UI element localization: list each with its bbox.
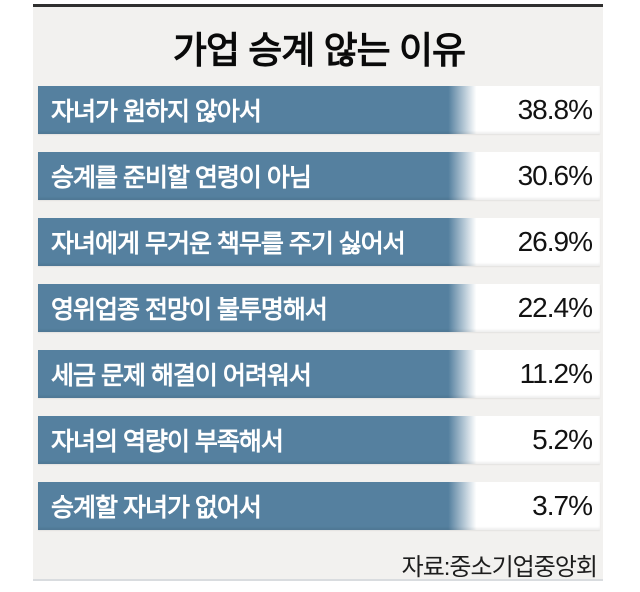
source-credit: 자료:중소기업중앙회 xyxy=(401,554,598,581)
bar-label: 세금 문제 해결이 어려워서 xyxy=(51,362,312,390)
bar-label: 자녀에게 무거운 책무를 주기 싫어서 xyxy=(51,230,406,258)
bar-row: 자녀에게 무거운 책무를 주기 싫어서 26.9% xyxy=(38,218,600,266)
bar-row: 자녀가 원하지 않아서 38.8% xyxy=(38,86,600,134)
bar-row: 자녀의 역량이 부족해서 5.2% xyxy=(38,416,600,464)
bar-row: 승계를 준비할 연령이 아님 30.6% xyxy=(38,152,600,200)
bar-value: 26.9% xyxy=(517,226,593,257)
bar-row: 승계할 자녀가 없어서 3.7% xyxy=(38,482,600,530)
bar-label: 영위업종 전망이 불투명해서 xyxy=(51,296,328,324)
chart-title: 가업 승계 않는 이유 xyxy=(172,30,466,71)
bar-value: 38.8% xyxy=(517,94,593,125)
bar-value: 3.7% xyxy=(532,490,593,521)
bar-row: 영위업종 전망이 불투명해서 22.4% xyxy=(38,284,600,332)
bar-label: 자녀의 역량이 부족해서 xyxy=(51,428,284,456)
bar-label: 승계를 준비할 연령이 아님 xyxy=(51,164,312,192)
infographic-panel: 가업 승계 않는 이유 자녀가 원하지 않아서 38.8% 승계를 준비할 연령… xyxy=(33,4,603,581)
bar-label: 자녀가 원하지 않아서 xyxy=(51,98,262,126)
bar-value: 5.2% xyxy=(532,424,593,455)
bar-value: 30.6% xyxy=(517,160,593,191)
bar-value: 22.4% xyxy=(517,292,593,323)
bar-row: 세금 문제 해결이 어려워서 11.2% xyxy=(38,350,600,398)
bar-label: 승계할 자녀가 없어서 xyxy=(51,494,262,522)
bar-value: 11.2% xyxy=(519,358,593,389)
bar-rows: 자녀가 원하지 않아서 38.8% 승계를 준비할 연령이 아님 30.6% 자… xyxy=(38,86,600,530)
